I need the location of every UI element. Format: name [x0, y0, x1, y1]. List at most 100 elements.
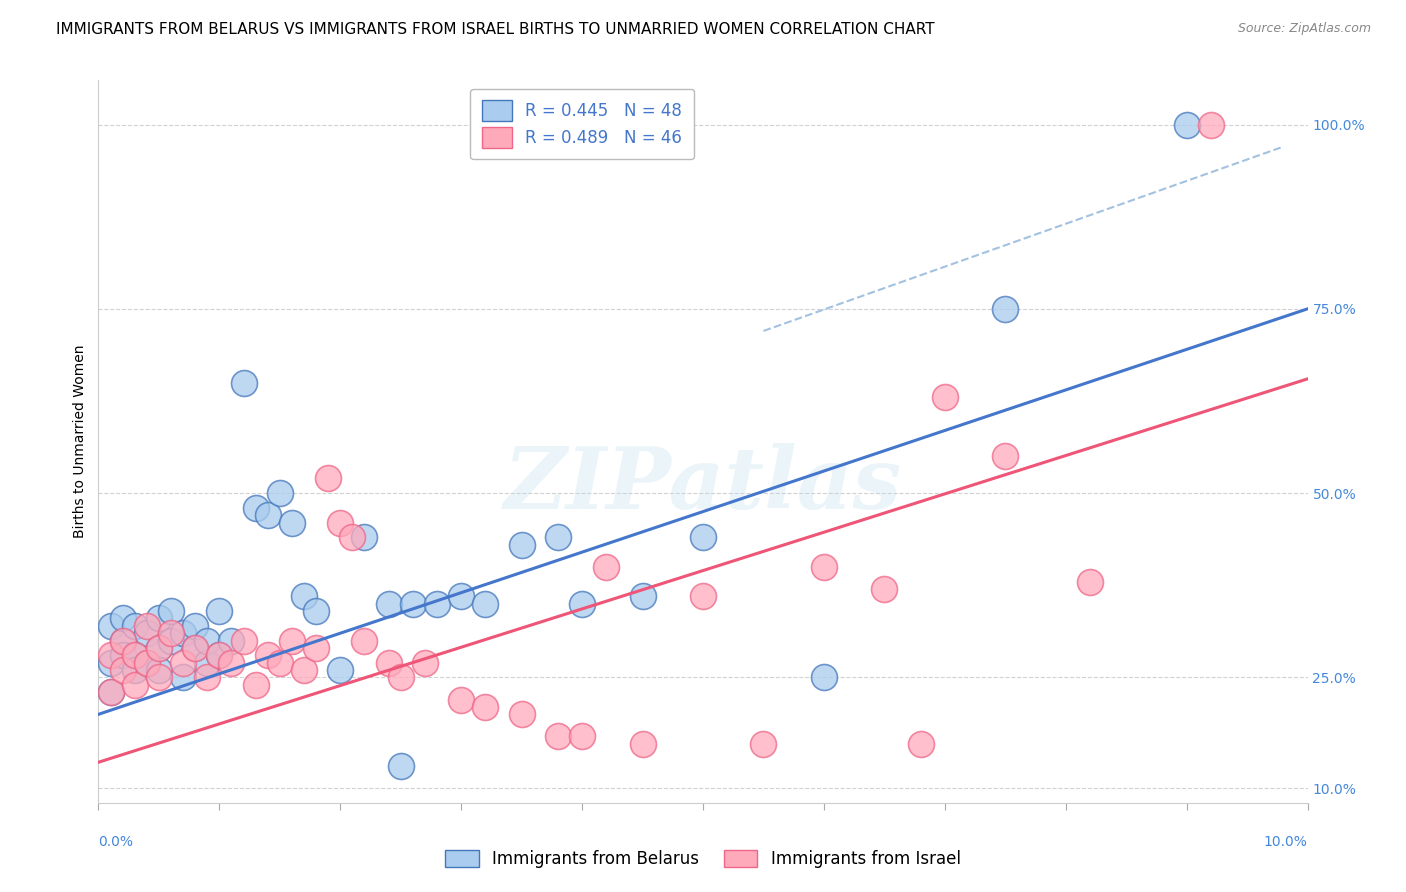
Text: 10.0%: 10.0% — [1264, 835, 1308, 849]
Point — [135, 656, 157, 670]
Point — [124, 663, 146, 677]
Point — [474, 700, 496, 714]
Point — [281, 516, 304, 530]
Point — [413, 656, 436, 670]
Point — [111, 633, 134, 648]
Point — [547, 530, 569, 544]
Point — [377, 656, 399, 670]
Point — [208, 648, 231, 663]
Point — [631, 737, 654, 751]
Point — [148, 640, 170, 655]
Point — [195, 633, 218, 648]
Point — [208, 648, 231, 663]
Point — [281, 633, 304, 648]
Point — [510, 538, 533, 552]
Point — [148, 611, 170, 625]
Point — [172, 626, 194, 640]
Point — [910, 737, 932, 751]
Point — [934, 390, 956, 404]
Point — [269, 656, 291, 670]
Point — [148, 670, 170, 684]
Point — [305, 640, 328, 655]
Point — [124, 648, 146, 663]
Point — [148, 663, 170, 677]
Point — [195, 670, 218, 684]
Point — [510, 707, 533, 722]
Point — [571, 730, 593, 744]
Point — [631, 590, 654, 604]
Point — [195, 656, 218, 670]
Point — [124, 678, 146, 692]
Point — [124, 619, 146, 633]
Text: 0.0%: 0.0% — [98, 835, 134, 849]
Point — [111, 633, 134, 648]
Point — [160, 604, 183, 618]
Point — [547, 730, 569, 744]
Point — [124, 648, 146, 663]
Point — [342, 530, 364, 544]
Point — [389, 759, 412, 773]
Point — [813, 560, 835, 574]
Point — [1175, 118, 1198, 132]
Point — [184, 640, 207, 655]
Point — [329, 663, 352, 677]
Point — [269, 486, 291, 500]
Point — [100, 685, 122, 699]
Point — [100, 648, 122, 663]
Point — [813, 670, 835, 684]
Point — [1078, 574, 1101, 589]
Point — [316, 471, 339, 485]
Point — [100, 656, 122, 670]
Point — [184, 619, 207, 633]
Point — [100, 685, 122, 699]
Point — [111, 663, 134, 677]
Point — [256, 648, 278, 663]
Point — [1199, 118, 1222, 132]
Point — [221, 633, 243, 648]
Point — [571, 597, 593, 611]
Point — [111, 648, 134, 663]
Point — [135, 656, 157, 670]
Point — [232, 376, 254, 390]
Y-axis label: Births to Unmarried Women: Births to Unmarried Women — [73, 345, 87, 538]
Point — [172, 656, 194, 670]
Point — [292, 590, 315, 604]
Point — [160, 626, 183, 640]
Legend: Immigrants from Belarus, Immigrants from Israel: Immigrants from Belarus, Immigrants from… — [439, 843, 967, 875]
Point — [450, 692, 472, 706]
Point — [232, 633, 254, 648]
Point — [292, 663, 315, 677]
Point — [160, 633, 183, 648]
Point — [692, 590, 714, 604]
Text: ZIPatlas: ZIPatlas — [503, 443, 903, 526]
Point — [353, 530, 375, 544]
Point — [692, 530, 714, 544]
Point — [100, 619, 122, 633]
Point — [389, 670, 412, 684]
Point — [148, 640, 170, 655]
Point — [208, 604, 231, 618]
Point — [752, 737, 775, 751]
Point — [474, 597, 496, 611]
Point — [245, 500, 267, 515]
Point — [245, 678, 267, 692]
Point — [873, 582, 896, 596]
Point — [377, 597, 399, 611]
Legend: R = 0.445   N = 48, R = 0.489   N = 46: R = 0.445 N = 48, R = 0.489 N = 46 — [471, 88, 693, 160]
Point — [135, 619, 157, 633]
Point — [595, 560, 617, 574]
Point — [450, 590, 472, 604]
Point — [111, 611, 134, 625]
Text: IMMIGRANTS FROM BELARUS VS IMMIGRANTS FROM ISRAEL BIRTHS TO UNMARRIED WOMEN CORR: IMMIGRANTS FROM BELARUS VS IMMIGRANTS FR… — [56, 22, 935, 37]
Point — [353, 633, 375, 648]
Point — [426, 597, 449, 611]
Text: Source: ZipAtlas.com: Source: ZipAtlas.com — [1237, 22, 1371, 36]
Point — [221, 656, 243, 670]
Point — [256, 508, 278, 523]
Point — [184, 640, 207, 655]
Point — [994, 450, 1017, 464]
Point — [329, 516, 352, 530]
Point — [402, 597, 425, 611]
Point — [305, 604, 328, 618]
Point — [172, 670, 194, 684]
